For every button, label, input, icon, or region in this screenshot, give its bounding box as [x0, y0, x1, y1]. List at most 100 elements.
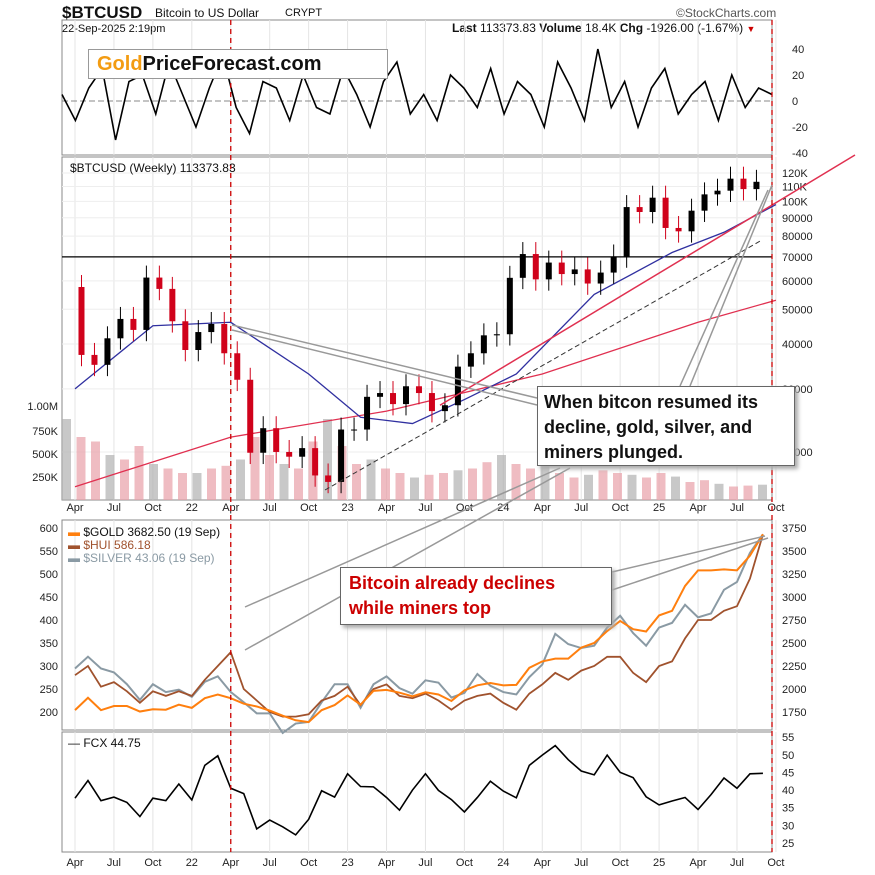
volume-bar	[352, 464, 361, 500]
x-tick-label: Apr	[534, 857, 551, 869]
candle-body	[740, 178, 747, 190]
x-tick-label: 23	[341, 857, 353, 869]
metals-left-tick: 450	[40, 592, 58, 604]
callout-pointer-line	[231, 324, 538, 399]
volume-bar	[758, 484, 767, 500]
logo-rest: PriceForecast.com	[142, 53, 322, 75]
price-panel-label: $BTCUSD (Weekly) 113373.83	[70, 161, 236, 175]
x-tick-label: Oct	[767, 502, 784, 514]
volume-bar	[714, 483, 724, 500]
x-tick-label: Jul	[418, 857, 432, 869]
black-dashed-trendline	[324, 239, 763, 491]
candle-body	[688, 210, 695, 232]
candle-body	[727, 178, 734, 191]
fcx-y-tick: 30	[782, 820, 794, 832]
x-tick-label: Jul	[107, 502, 121, 514]
btc-y-tick: 120K	[782, 168, 808, 180]
candle-body	[364, 396, 371, 430]
candle-body	[467, 353, 474, 367]
metals-right-tick: 3750	[782, 523, 806, 535]
x-tick-label: Oct	[612, 502, 629, 514]
x-tick-label: Apr	[222, 857, 239, 869]
volume-bar	[91, 441, 100, 500]
osc-y-tick: 20	[792, 70, 804, 82]
volume-bar	[511, 464, 521, 500]
x-tick-label: Apr	[378, 502, 395, 514]
x-tick-label: Apr	[689, 857, 706, 869]
callout-pointer-line	[611, 537, 769, 591]
chg-label: Chg	[619, 21, 644, 35]
btc-y-tick: 100K	[782, 196, 808, 208]
candle-body	[597, 272, 604, 284]
volume-bar	[569, 477, 579, 500]
x-tick-label: Jul	[107, 857, 121, 869]
callout-pointer-line	[244, 467, 561, 608]
x-tick-label: Jul	[574, 502, 588, 514]
volume-bar	[120, 459, 129, 500]
candle-body	[415, 386, 422, 394]
metals-left-tick: 550	[40, 546, 58, 558]
volume-bar	[468, 468, 477, 500]
exchange: CRYPT	[285, 7, 323, 19]
candle-body	[130, 318, 137, 330]
volume-bar	[62, 419, 71, 500]
candle-body	[169, 288, 176, 322]
volume-bar	[497, 455, 506, 500]
candle-body	[545, 262, 552, 280]
volume-label: Volume	[539, 21, 582, 35]
volume-bar	[410, 477, 419, 500]
quote-summary: Last 113373.83 Volume 18.4K Chg -1926.00…	[452, 21, 755, 35]
volume-bar	[279, 464, 289, 500]
volume-bar	[526, 468, 535, 500]
candle-body	[104, 338, 111, 365]
x-tick-label: Oct	[612, 857, 629, 869]
candle-body	[156, 277, 163, 289]
candle-body	[195, 332, 202, 350]
candle-body	[338, 429, 345, 482]
candle-body	[714, 190, 721, 195]
copyright: ©StockCharts.com	[676, 6, 777, 20]
volume-bar	[323, 419, 332, 500]
osc-y-tick: 0	[792, 96, 798, 108]
callout-miners-top: Bitcoin already declines while miners to…	[340, 567, 612, 625]
candle-body	[325, 475, 332, 482]
fcx-y-tick: 40	[782, 785, 794, 797]
candle-body	[182, 321, 189, 350]
red-trendline	[439, 154, 856, 406]
osc-y-tick: -20	[792, 122, 808, 134]
btc-y-tick: 70000	[782, 252, 813, 264]
volume-bar	[584, 474, 593, 500]
x-tick-label: Jul	[263, 857, 277, 869]
metals-left-tick: 350	[40, 638, 58, 650]
metals-right-tick: 3250	[782, 569, 806, 581]
x-tick-label: Apr	[66, 857, 83, 869]
x-tick-label: Oct	[456, 857, 473, 869]
volume-tick: 750K	[32, 426, 58, 438]
x-tick-label: Oct	[456, 502, 473, 514]
metals-right-tick: 2250	[782, 661, 806, 673]
volume-bar	[700, 480, 709, 500]
x-tick-label: Oct	[144, 857, 161, 869]
volume-bar	[598, 470, 608, 500]
volume-bar	[76, 437, 86, 500]
candle-body	[247, 379, 254, 453]
candle-body	[519, 254, 526, 278]
btc-y-tick: 80000	[782, 231, 813, 243]
candle-body	[260, 428, 267, 453]
candle-body	[532, 254, 539, 280]
legend-hui: ▬ $HUI 586.18	[68, 538, 151, 552]
x-tick-label: 23	[341, 502, 353, 514]
volume-bar	[656, 473, 666, 500]
metals-left-tick: 500	[40, 569, 58, 581]
metals-right-tick: 3000	[782, 592, 806, 604]
legend-gold: ▬ $GOLD 3682.50 (19 Sep)	[68, 525, 221, 539]
volume-bar	[178, 473, 187, 500]
panel-frame-0	[61, 19, 773, 156]
x-tick-label: 22	[186, 857, 198, 869]
volume-bar	[627, 474, 637, 500]
volume-bar	[540, 465, 550, 500]
volume-bar	[729, 486, 738, 500]
btc-y-tick: 60000	[782, 276, 813, 288]
volume-value: 18.4K	[585, 21, 617, 35]
